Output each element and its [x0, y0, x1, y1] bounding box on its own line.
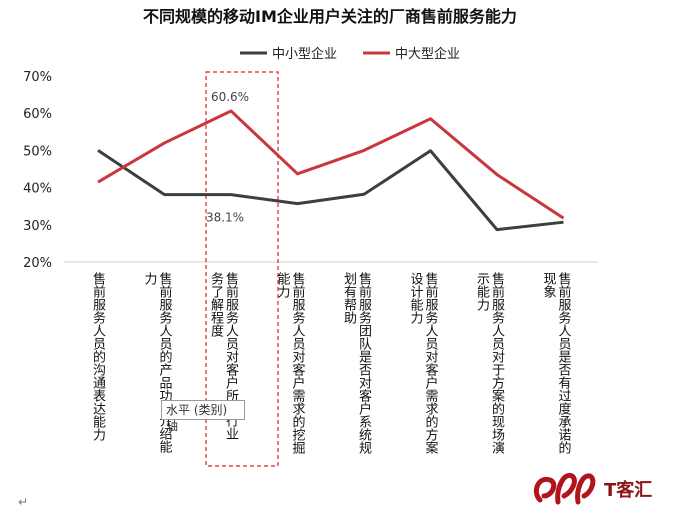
y-tick-label: 40%	[23, 182, 52, 197]
data-label-layer: 60.6% 38.1%	[206, 90, 249, 225]
legend: 中小型企业 中大型企业	[240, 46, 460, 62]
x-category-label: 售前服务人员对于方案的现场演 示能力	[474, 272, 504, 454]
series-line-1[interactable]	[97, 109, 565, 220]
x-category-label: 售前服务人员的产品功 力	[141, 272, 172, 402]
paragraph-mark: ↵	[18, 495, 29, 509]
x-category-label-extra: 行业	[223, 414, 238, 440]
series-line-0[interactable]	[97, 149, 564, 232]
x-category-label: 售前服务团队是否对客户系统规 划有帮助	[341, 272, 371, 454]
x-category-label: 售前服务人员对客户需求的挖掘 能力	[274, 272, 305, 454]
data-label-small: 38.1%	[206, 211, 244, 225]
legend-label-large: 中大型企业	[395, 46, 460, 62]
y-tick-label: 30%	[23, 219, 52, 234]
x-category-label: 售前服务人员对客户所 务了解程度	[208, 272, 238, 402]
x-category-label-extra: 介绍能	[156, 414, 172, 453]
y-tick-label: 20%	[23, 256, 52, 271]
y-tick-label: 50%	[23, 144, 52, 159]
legend-label-small: 中小型企业	[272, 46, 337, 62]
x-category-label: 售前服务人员对客户需求的方案 设计能力	[407, 272, 438, 454]
series-layer	[97, 109, 565, 232]
y-tick-label: 70%	[23, 70, 52, 85]
watermark-text: T客汇	[604, 479, 652, 501]
x-category-label: 售前服务人员的沟通表达能力	[90, 272, 105, 441]
y-axis-ticks: 20% 30% 40% 50% 60% 70%	[23, 70, 52, 271]
data-label-large: 60.6%	[211, 90, 249, 104]
watermark-swirl	[533, 472, 596, 505]
axis-tooltip: 水平 (类别) 轴	[161, 400, 245, 433]
y-tick-label: 60%	[23, 107, 52, 122]
chart-title: 不同规模的移动IM企业用户关注的厂商售前服务能力	[143, 7, 517, 26]
x-category-label: 售前服务人员是否有过度承诺的 现象	[540, 272, 571, 454]
selected-category-box[interactable]	[205, 71, 279, 467]
watermark-logo: T客汇	[533, 472, 652, 505]
